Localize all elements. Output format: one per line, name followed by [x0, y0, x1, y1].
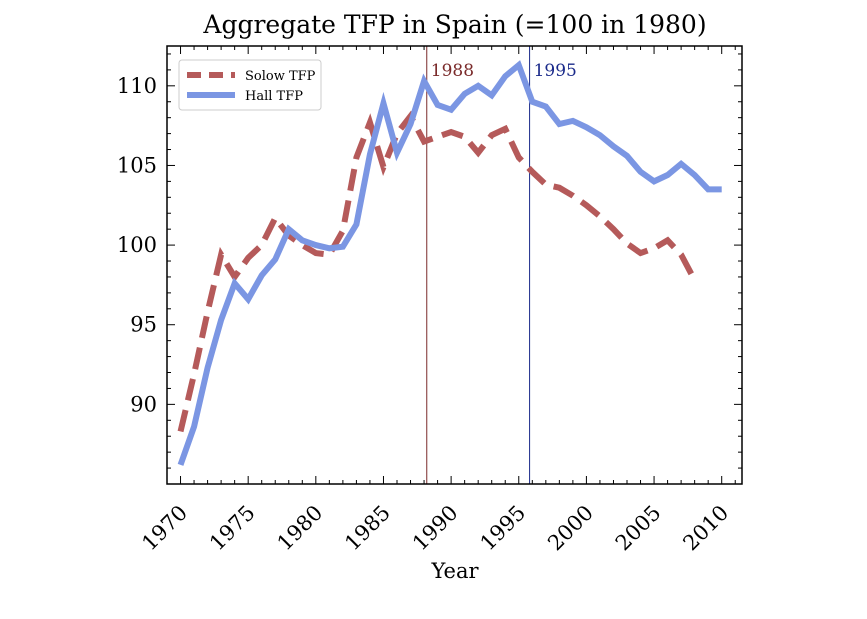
legend-label-1: Hall TFP: [245, 89, 303, 104]
x-axis-label: Year: [430, 559, 479, 583]
plot-frame: [166, 45, 743, 485]
x-tick-label: 1995: [476, 501, 531, 556]
y-tick-label: 110: [117, 74, 157, 98]
y-tick-label: 100: [117, 233, 157, 257]
legend-label-0: Solow TFP: [245, 69, 316, 84]
x-tick-label: 2000: [543, 501, 598, 556]
chart-title: Aggregate TFP in Spain (=100 in 1980): [202, 10, 706, 39]
x-tick-label: 1980: [273, 501, 328, 556]
y-tick-label: 105: [117, 153, 157, 177]
marker-label-0: 1988: [431, 61, 474, 81]
x-tick-label: 1985: [340, 501, 395, 556]
x-tick-label: 1975: [205, 501, 260, 556]
x-tick-label: 2005: [611, 501, 666, 556]
series-line-solow-tfp: [177, 110, 698, 433]
x-tick-label: 2010: [678, 501, 733, 556]
x-tick-label: 1970: [137, 501, 192, 556]
x-tick-label: 1990: [408, 501, 463, 556]
y-tick-label: 95: [130, 313, 157, 337]
y-tick-label: 90: [130, 392, 157, 416]
marker-label-1: 1995: [534, 61, 577, 81]
series-line-hall-tfp: [177, 60, 722, 466]
